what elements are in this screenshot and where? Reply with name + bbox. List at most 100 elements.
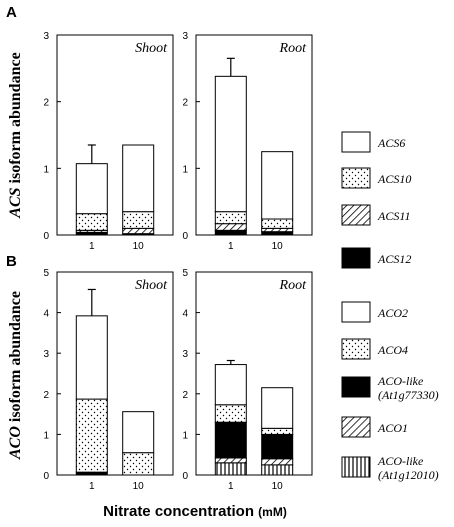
panel-label-a: A bbox=[6, 4, 17, 21]
y-tick-label: 3 bbox=[182, 349, 188, 360]
legend-item-aco-like-at1g77330: ACO-like(At1g77330) bbox=[341, 374, 439, 402]
bar-aco2 bbox=[122, 411, 155, 454]
y-tick-label: 0 bbox=[182, 471, 188, 482]
legend-swatch bbox=[341, 167, 371, 189]
bar-acs11 bbox=[214, 223, 247, 231]
x-axis-label: Nitrate concentration (mM) bbox=[103, 503, 287, 520]
bar-aco4 bbox=[122, 452, 155, 476]
y-tick-label: 1 bbox=[43, 430, 49, 441]
plot-frame bbox=[195, 34, 313, 236]
legend-swatch bbox=[341, 204, 371, 226]
y-tick-label: 0 bbox=[182, 231, 188, 242]
legend-label: ACO1 bbox=[377, 421, 408, 435]
legend-swatch bbox=[341, 376, 371, 398]
panel-b-ylabel: ACO isoform abundance bbox=[7, 291, 24, 460]
y-tick-label: 5 bbox=[182, 268, 188, 279]
y-tick-label: 0 bbox=[43, 231, 49, 242]
y-tick-label: 3 bbox=[43, 31, 49, 42]
legend-label: ACS10 bbox=[377, 172, 411, 186]
bar-aco-like-at1g12010 bbox=[261, 464, 294, 476]
legend-item-aco1: ACO1 bbox=[341, 416, 408, 438]
bar-aco4 bbox=[214, 404, 247, 423]
x-tick-label: 10 bbox=[272, 241, 284, 252]
facet-title: Shoot bbox=[135, 41, 168, 56]
legend-label: ACO-like bbox=[377, 374, 424, 388]
plot-frame bbox=[56, 271, 174, 476]
facet-title: Root bbox=[279, 278, 308, 293]
bar-aco2 bbox=[261, 387, 294, 429]
x-tick-label: 1 bbox=[228, 241, 234, 252]
x-axis-label-unit: (mM) bbox=[258, 505, 287, 519]
y-tick-label: 2 bbox=[182, 98, 188, 109]
y-tick-label: 2 bbox=[182, 390, 188, 401]
y-tick-label: 3 bbox=[43, 349, 49, 360]
panel-a-ylabel-gene: ACS bbox=[7, 187, 24, 218]
plots: 0 1 2 3 Shoot 1 10 0 1 2 3 Root 1 10 0 1 2 3 4 5 Shoot 1 10 0 1 2… bbox=[43, 31, 313, 492]
legend-swatch bbox=[341, 416, 371, 438]
plot-frame bbox=[56, 34, 174, 236]
y-tick-label: 3 bbox=[182, 31, 188, 42]
legend-item-aco-like-at1g12010: ACO-like(At1g12010) bbox=[341, 454, 439, 482]
x-tick-label: 1 bbox=[228, 481, 234, 492]
legend-label: ACS12 bbox=[377, 252, 411, 266]
y-tick-label: 1 bbox=[182, 430, 188, 441]
bar-aco4 bbox=[261, 427, 294, 435]
y-tick-label: 4 bbox=[43, 309, 49, 320]
legend-item-acs10: ACS10 bbox=[341, 167, 411, 189]
legend-item-aco4: ACO4 bbox=[341, 338, 408, 360]
y-tick-label: 1 bbox=[182, 164, 188, 175]
legend-item-acs12: ACS12 bbox=[341, 247, 411, 269]
legends: ACS6ACS10ACS11ACS12ACO2ACO4ACO-like(At1g… bbox=[341, 131, 439, 482]
legend-label-line2: (At1g12010) bbox=[378, 468, 439, 482]
y-tick-label: 2 bbox=[43, 98, 49, 109]
bar-acs10 bbox=[261, 218, 294, 229]
bar-acs12 bbox=[261, 231, 294, 236]
x-tick-label: 1 bbox=[89, 481, 95, 492]
panel-b-ylabel-gene: ACO bbox=[7, 426, 24, 460]
bar-aco1 bbox=[261, 458, 294, 466]
y-tick-label: 5 bbox=[43, 268, 49, 279]
legend-swatch bbox=[341, 456, 371, 478]
legend-item-acs6: ACS6 bbox=[341, 131, 405, 153]
bar-acs6 bbox=[75, 163, 108, 215]
bar-acs10 bbox=[75, 213, 108, 231]
bar-aco1 bbox=[214, 457, 247, 464]
legend-swatch bbox=[341, 338, 371, 360]
legend-label: ACO2 bbox=[377, 306, 408, 320]
x-tick-label: 1 bbox=[89, 241, 95, 252]
bar-acs11 bbox=[122, 227, 155, 235]
bar-aco2 bbox=[214, 364, 247, 406]
panel-b-shoot-plot: 0 1 2 3 4 5 Shoot 1 10 bbox=[43, 268, 174, 492]
bar-aco2 bbox=[75, 315, 108, 400]
legend-swatch bbox=[341, 301, 371, 323]
y-tick-label: 1 bbox=[43, 164, 49, 175]
bar-aco-like-at1g12010 bbox=[214, 462, 247, 476]
x-tick-label: 10 bbox=[272, 481, 284, 492]
panel-a-ylabel-text: isoform abundance bbox=[7, 52, 24, 183]
legend-item-acs11: ACS11 bbox=[341, 204, 410, 226]
bar-acs6 bbox=[122, 144, 155, 213]
bar-aco-like-at1g77330 bbox=[214, 421, 247, 459]
legend-label: ACS6 bbox=[377, 136, 405, 150]
facet-title: Shoot bbox=[135, 278, 168, 293]
bar-aco-like-at1g77330 bbox=[261, 433, 294, 460]
legend-label-line2: (At1g77330) bbox=[378, 388, 439, 402]
legend-label: ACO4 bbox=[377, 343, 408, 357]
panel-a-ylabel: ACS isoform abundance bbox=[7, 52, 24, 218]
legend-label: ACO-like bbox=[377, 454, 424, 468]
legend-swatch bbox=[341, 247, 371, 269]
panel-a-shoot-plot: 0 1 2 3 Shoot 1 10 bbox=[43, 31, 174, 252]
panel-b-root-plot: 0 1 2 3 4 5 Root 1 10 bbox=[182, 268, 313, 492]
y-tick-label: 4 bbox=[182, 309, 188, 320]
bar-acs10 bbox=[214, 211, 247, 225]
x-axis-label-main: Nitrate concentration bbox=[103, 503, 254, 520]
legend-label: ACS11 bbox=[377, 209, 410, 223]
x-tick-label: 10 bbox=[133, 241, 145, 252]
bar-aco4 bbox=[75, 398, 108, 473]
x-tick-label: 10 bbox=[133, 481, 145, 492]
plot-frame bbox=[195, 271, 313, 476]
bar-acs6 bbox=[261, 151, 294, 220]
facet-title: Root bbox=[279, 41, 308, 56]
panel-label-b: B bbox=[6, 253, 17, 270]
